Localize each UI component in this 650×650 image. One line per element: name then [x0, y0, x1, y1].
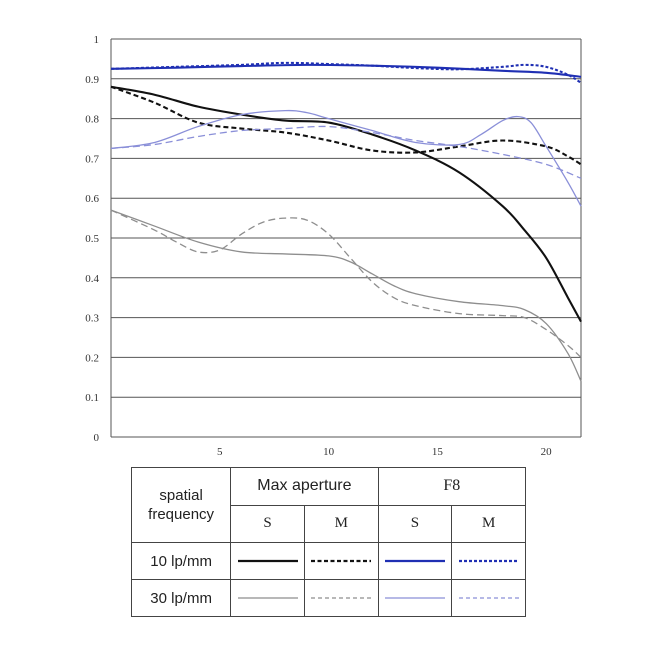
- swatch-f8-m-30: [451, 579, 526, 617]
- legend-table: spatial frequency Max aperture F8 S M S …: [130, 467, 527, 617]
- y-tick-label: 0.5: [85, 233, 99, 245]
- y-tick-label: 0.6: [85, 193, 99, 205]
- max-aperture-header: Max aperture: [230, 467, 379, 506]
- mtf-chart: 0 0.1 0.2 0.3 0.4 0.5 0.6 0.7 0.8 0.9 1 5 10 15 20: [85, 34, 582, 458]
- y-tick-label: 0.1: [85, 392, 99, 404]
- row-30lpmm-label: 30 lp/mm: [130, 579, 232, 617]
- x-tick-label: 20: [541, 446, 553, 458]
- f8-header: F8: [377, 467, 527, 506]
- y-tick-label: 0.7: [85, 153, 99, 165]
- y-tick-label: 0.2: [85, 352, 99, 364]
- swatch-f8-s-10: [377, 542, 453, 580]
- swatch-max-m-30: [303, 579, 379, 617]
- series-line-8: [110, 125, 582, 179]
- series-lines: [110, 61, 582, 382]
- spatial-header-line1: spatial: [159, 487, 203, 504]
- y-tick-label: 0.8: [85, 114, 99, 126]
- series-line-7: [110, 109, 582, 207]
- series-line-5: [110, 209, 582, 382]
- swatch-f8-s-30: [377, 579, 453, 617]
- row-10lpmm-label: 10 lp/mm: [130, 542, 232, 580]
- swatch-f8-m-10: [451, 542, 526, 580]
- y-tick-label: 0.4: [85, 273, 99, 285]
- series-line-4: [110, 61, 582, 84]
- x-tick-label: 5: [217, 446, 223, 458]
- y-tick-label: 1: [94, 34, 100, 46]
- x-tick-labels: 5 10 15 20: [217, 446, 552, 458]
- series-line-1: [110, 85, 582, 323]
- y-tick-label: 0.9: [85, 74, 99, 86]
- spatial-header-line2: frequency: [148, 506, 215, 523]
- swatch-max-m-10: [303, 542, 379, 580]
- f8-m-header: M: [451, 504, 526, 543]
- swatch-max-s-30: [230, 579, 305, 617]
- y-tick-label: 0.3: [85, 313, 99, 325]
- x-tick-label: 10: [323, 446, 335, 458]
- spatial-frequency-header: spatial frequency: [130, 467, 232, 543]
- swatch-max-s-10: [230, 542, 305, 580]
- gridlines: [110, 38, 582, 438]
- y-tick-labels: 0 0.1 0.2 0.3 0.4 0.5 0.6 0.7 0.8 0.9 1: [85, 34, 99, 444]
- series-line-6: [110, 209, 582, 358]
- max-aperture-m-header: M: [303, 504, 379, 543]
- max-aperture-s-header: S: [230, 504, 305, 543]
- y-tick-label: 0: [94, 432, 100, 444]
- x-tick-label: 15: [432, 446, 444, 458]
- f8-s-header: S: [377, 504, 453, 543]
